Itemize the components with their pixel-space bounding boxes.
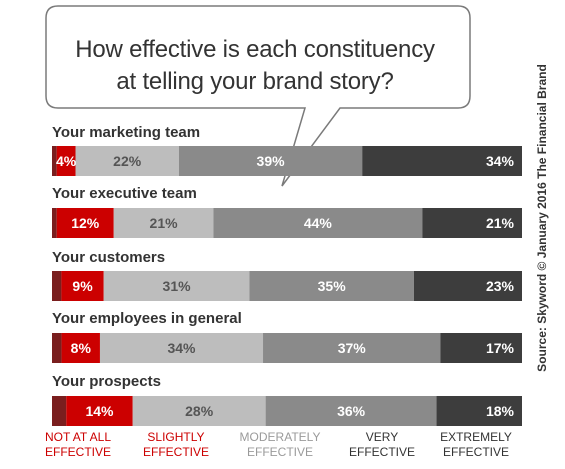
- data-label: 4%: [56, 153, 77, 169]
- legend-label: NOT AT ALL: [45, 430, 111, 444]
- bar-segment: [52, 271, 62, 301]
- data-label: 34%: [486, 153, 515, 169]
- data-label: 12%: [71, 215, 100, 231]
- bar-segment: [113, 208, 214, 238]
- bar-segment: [75, 146, 179, 176]
- bar-segment: [103, 271, 250, 301]
- labels-group: Your marketing team 4% 22% 39% 34% Your execu…: [52, 124, 515, 419]
- legend-label: EFFECTIVE: [45, 445, 111, 459]
- category-label: Your prospects: [52, 373, 161, 390]
- chart-title-line-2: at telling your brand story?: [116, 68, 394, 95]
- bar-segment: [440, 333, 522, 363]
- data-label: 44%: [304, 215, 333, 231]
- category-label: Your executive team: [52, 185, 197, 202]
- legend-label: EFFECTIVE: [443, 445, 509, 459]
- bar-segment: [413, 271, 522, 301]
- data-label: 28%: [185, 403, 214, 419]
- bar-segment: [61, 271, 104, 301]
- data-label: 31%: [163, 278, 192, 294]
- legend-label: SLIGHTLY: [147, 430, 204, 444]
- data-label: 37%: [338, 340, 367, 356]
- bar-segment: [265, 396, 437, 426]
- data-label: 14%: [85, 403, 114, 419]
- data-label: 36%: [337, 403, 366, 419]
- data-label: 17%: [486, 340, 515, 356]
- legend-label: EXTREMELY: [440, 430, 512, 444]
- legend-label: VERY: [366, 430, 398, 444]
- data-label: 9%: [72, 278, 93, 294]
- chart-title: How effective is each constituency at te…: [64, 34, 446, 98]
- legend-label: EFFECTIVE: [247, 445, 313, 459]
- bars-group: [52, 146, 522, 426]
- bar-segment: [213, 208, 423, 238]
- bar-segment: [178, 146, 363, 176]
- bar-segment: [422, 208, 522, 238]
- bar-segment: [66, 396, 133, 426]
- bar-segment: [52, 396, 67, 426]
- legend-label: EFFECTIVE: [349, 445, 415, 459]
- data-label: 22%: [113, 153, 142, 169]
- data-label: 8%: [71, 340, 92, 356]
- legend-group: NOT AT ALLEFFECTIVESLIGHTLYEFFECTIVEMODE…: [45, 430, 512, 459]
- chart-title-line-1: How effective is each constituency: [75, 36, 435, 63]
- bar-segment: [61, 333, 100, 363]
- category-label: Your customers: [52, 249, 165, 266]
- category-label: Your employees in general: [52, 310, 242, 327]
- legend-label: MODERATELY: [240, 430, 321, 444]
- bar-segment: [263, 333, 441, 363]
- data-label: 23%: [486, 278, 515, 294]
- bar-segment: [52, 208, 57, 238]
- bar-segment: [52, 333, 62, 363]
- data-label: 35%: [318, 278, 347, 294]
- bar-segment: [249, 271, 414, 301]
- bar-segment: [56, 146, 76, 176]
- category-label: Your marketing team: [52, 124, 200, 141]
- bar-segment: [52, 146, 57, 176]
- legend-label: EFFECTIVE: [143, 445, 209, 459]
- data-label: 21%: [486, 215, 515, 231]
- data-label: 18%: [486, 403, 515, 419]
- bar-segment: [362, 146, 522, 176]
- data-label: 39%: [257, 153, 286, 169]
- bar-segment: [436, 396, 522, 426]
- bar-segment: [132, 396, 266, 426]
- source-note: Source: Skyword © January 2016 The Finan…: [535, 64, 549, 372]
- bar-segment: [56, 208, 114, 238]
- data-label: 21%: [150, 215, 179, 231]
- bar-segment: [99, 333, 264, 363]
- data-label: 34%: [167, 340, 196, 356]
